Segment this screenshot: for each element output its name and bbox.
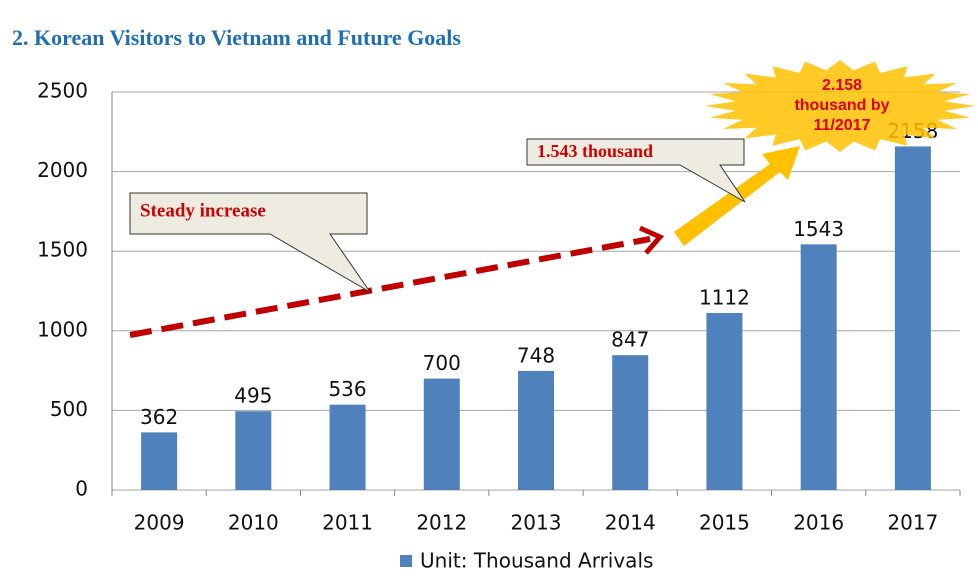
bar [612, 355, 649, 490]
starburst-text: 11/2017 [814, 117, 871, 134]
callout-text: Steady increase [140, 200, 266, 221]
x-tick-label: 2013 [511, 511, 562, 535]
grid: 0 500 1000 1500 2000 2500 2009 2010 2011 2012 2013… [37, 79, 961, 573]
bar [141, 432, 178, 490]
callout-box [526, 138, 746, 203]
legend-swatch [400, 555, 412, 567]
x-tick-label: 2009 [134, 511, 185, 535]
data-label: 847 [611, 328, 649, 352]
bars: 362495536700748847111215432158 [140, 119, 938, 490]
y-tick-label: 0 [75, 477, 88, 501]
starburst-text: 2.158 [822, 77, 862, 94]
data-label: 748 [517, 343, 555, 367]
bar [423, 378, 460, 490]
x-tick-label: 2012 [416, 511, 467, 535]
x-tick-label: 2016 [793, 511, 844, 535]
data-label: 495 [234, 384, 272, 408]
callout-box [129, 192, 371, 293]
bar [518, 370, 554, 490]
y-tick-label: 2500 [37, 79, 88, 103]
y-tick-label: 500 [50, 397, 88, 421]
x-tick-label: 2011 [322, 511, 373, 535]
bar [894, 146, 931, 490]
y-tick-label: 1000 [37, 317, 88, 341]
y-tick-label: 2000 [37, 158, 88, 182]
data-label: 536 [328, 377, 366, 401]
bar [800, 244, 837, 490]
bar [235, 411, 272, 490]
starburst [705, 60, 975, 152]
starburst-text: thousand by [794, 97, 889, 114]
annotations: Steady increase 1.543 thousand 2.158 thousa… [129, 60, 975, 338]
x-tick-label: 2015 [699, 511, 750, 535]
data-label: 700 [423, 351, 461, 375]
bar [706, 312, 743, 490]
data-label: 362 [140, 405, 178, 429]
y-tick-label: 1500 [37, 238, 88, 262]
data-label: 1543 [793, 217, 844, 241]
chart-title: 2. Korean Visitors to Vietnam and Future… [12, 25, 461, 50]
x-tick-label: 2014 [605, 511, 656, 535]
trend-arrowhead [638, 225, 665, 255]
bar [329, 404, 366, 490]
trend-arrow [129, 236, 651, 338]
callout-text: 1.543 thousand [537, 141, 653, 161]
x-tick-label: 2017 [887, 511, 938, 535]
legend-label: Unit: Thousand Arrivals [420, 549, 653, 573]
data-label: 1112 [699, 285, 750, 309]
x-tick-label: 2010 [228, 511, 279, 535]
